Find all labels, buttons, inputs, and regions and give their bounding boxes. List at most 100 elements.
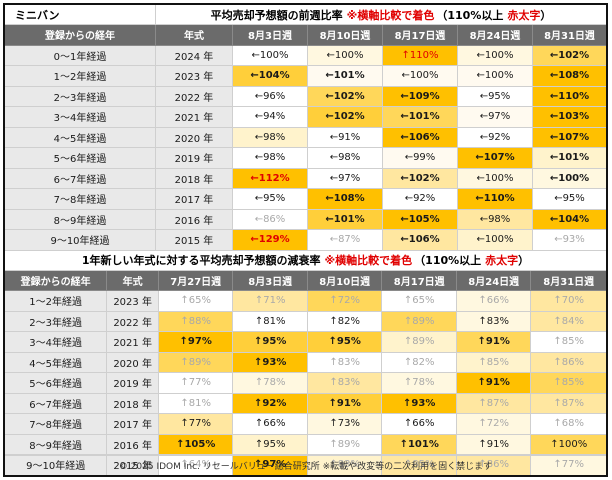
column-header: 8月3日週 <box>233 270 308 291</box>
ratio-cell: ↑82% <box>382 352 457 373</box>
model-year-label: 2018 年 <box>156 168 233 189</box>
model-year-label: 2019 年 <box>107 373 159 394</box>
ratio-cell: ←106% <box>383 127 458 148</box>
model-year-label: 2022 年 <box>107 311 159 332</box>
age-label: 1～2年経過 <box>5 66 156 87</box>
ratio-cell: ↑68% <box>531 414 606 435</box>
report-frame: ミニバン 平均売却予想額の前週比率 ※横軸比較で着色 （110%以上 赤太字 ）… <box>3 3 608 477</box>
section1-note2: （110%以上 <box>436 8 504 22</box>
ratio-cell: ←95% <box>533 189 606 210</box>
ratio-cell: ↑97% <box>233 455 308 475</box>
ratio-cell: ←92% <box>383 189 458 210</box>
ratio-cell: ↑105% <box>158 434 234 455</box>
section1-title-row: ミニバン 平均売却予想額の前週比率 ※横軸比較で着色 （110%以上 赤太字 ） <box>5 5 606 25</box>
ratio-cell: ↑86% <box>456 455 532 475</box>
ratio-cell: ←110% <box>458 189 533 210</box>
ratio-cell: ↑91% <box>456 434 532 455</box>
ratio-cell: ↑91% <box>307 393 383 414</box>
ratio-cell: ←99% <box>383 148 458 169</box>
table-row: 7～8年経過 2017 年 ↑77% ↑66% ↑73% ↑66% ↑72% ↑68% <box>5 414 606 435</box>
table-row: 8～9年経過 2016 年 ←86% ←101% ←105% ←98% ←104% <box>5 209 606 230</box>
ratio-cell: ↑89% <box>382 311 457 332</box>
ratio-cell: ←107% <box>458 148 533 169</box>
ratio-cell: ←104% <box>233 66 308 87</box>
ratio-cell: ←100% <box>308 45 383 66</box>
column-header: 年式 <box>107 270 159 291</box>
model-year-label: 2018 年 <box>107 393 159 414</box>
section2-note4: ） <box>518 254 530 267</box>
ratio-cell: ↑70% <box>531 291 606 312</box>
table-row: 2～3年経過 2022 年 ←96% ←102% ←109% ←95% ←110% <box>5 86 606 107</box>
column-header: 8月3日週 <box>233 25 308 46</box>
ratio-cell: ←102% <box>308 86 383 107</box>
ratio-cell: ←100% <box>233 45 308 66</box>
age-label: 2～3年経過 <box>5 311 108 332</box>
ratio-cell: ↑78% <box>382 373 457 394</box>
ratio-cell: ←96% <box>233 86 308 107</box>
ratio-cell: ←112% <box>233 168 308 189</box>
section2-note: ※横軸比較で着色 <box>324 254 413 267</box>
section2-title: 1年新しい年式に対する平均売却予想額の減衰率 ※横軸比較で着色 （110%以上 … <box>5 251 606 270</box>
ratio-cell: ←104% <box>533 209 606 230</box>
ratio-cell: ↑66% <box>456 291 532 312</box>
ratio-cell: ↑93% <box>382 393 457 414</box>
ratio-cell: ↑86% <box>531 352 606 373</box>
ratio-cell: ↑77% <box>158 373 234 394</box>
ratio-cell: ←94% <box>233 107 308 128</box>
section1-note3: 赤太字 <box>507 8 541 22</box>
ratio-cell: ←98% <box>458 209 533 230</box>
ratio-cell: ←97% <box>308 168 383 189</box>
ratio-cell: ↑72% <box>307 291 383 312</box>
ratio-cell: ↑83% <box>456 311 532 332</box>
ratio-cell: ←91% <box>308 127 383 148</box>
column-header: 登録からの経年 <box>5 270 108 291</box>
age-label: 3～4年経過 <box>5 107 156 128</box>
age-label: 4～5年経過 <box>5 352 108 373</box>
ratio-cell: ←109% <box>383 86 458 107</box>
age-label: 1～2年経過 <box>5 291 108 312</box>
column-header: 8月24日週 <box>458 25 533 46</box>
age-label: 3～4年経過 <box>5 332 108 353</box>
age-label: 0～1年経過 <box>5 45 156 66</box>
table-row: 8～9年経過 2016 年 ↑105% ↑95% ↑89% ↑101% ↑91% ↑100% <box>5 434 606 455</box>
table-row: 3～4年経過 2021 年 ↑97% ↑95% ↑95% ↑89% ↑91% ↑85% <box>5 332 606 353</box>
ratio-cell: ←87% <box>308 230 383 251</box>
age-label: 8～9年経過 <box>5 434 108 455</box>
column-header: 8月31日週 <box>533 25 606 46</box>
ratio-cell: ↑85% <box>531 332 606 353</box>
ratio-cell: ↑66% <box>233 414 308 435</box>
ratio-cell: ←93% <box>533 230 606 251</box>
column-header: 登録からの経年 <box>5 25 156 46</box>
ratio-cell: ←129% <box>233 230 308 251</box>
table-row: 2～3年経過 2022 年 ↑88% ↑81% ↑82% ↑89% ↑83% ↑84% <box>5 311 606 332</box>
ratio-cell: ←107% <box>533 127 606 148</box>
ratio-cell: ↑77% <box>158 414 234 435</box>
model-year-label: 2016 年 <box>156 209 233 230</box>
ratio-cell: ←86% <box>233 209 308 230</box>
ratio-cell: ↑89% <box>158 352 234 373</box>
ratio-cell: ←102% <box>533 45 606 66</box>
ratio-cell: ↑85% <box>382 455 457 475</box>
ratio-cell: ↑92% <box>233 393 308 414</box>
ratio-cell: ←102% <box>308 107 383 128</box>
age-label: 9～10年経過 <box>5 455 108 475</box>
ratio-cell: ↑83% <box>307 455 383 475</box>
ratio-cell: ←101% <box>383 107 458 128</box>
ratio-cell: ←108% <box>533 66 606 87</box>
ratio-cell: ←98% <box>233 148 308 169</box>
ratio-cell: ↑65% <box>382 291 457 312</box>
age-label: 4～5年経過 <box>5 127 156 148</box>
table-row: 4～5年経過 2020 年 ↑89% ↑93% ↑83% ↑82% ↑85% ↑86% <box>5 352 606 373</box>
ratio-cell: ←100% <box>458 45 533 66</box>
ratio-cell: ↑73% <box>307 414 383 435</box>
column-header: 8月24日週 <box>456 270 532 291</box>
section1-header-row: 登録からの経年 年式 8月3日週 8月10日週 8月17日週 8月24日週 8月31日週 <box>5 25 606 46</box>
age-label: 7～8年経過 <box>5 414 108 435</box>
category-label: ミニバン <box>5 5 156 24</box>
model-year-label: 2015 年 <box>107 455 159 475</box>
table-row: 5～6年経過 2019 年 ←98% ←98% ←99% ←107% ←101% <box>5 148 606 169</box>
ratio-cell: ↑101% <box>382 434 457 455</box>
age-label: 6～7年経過 <box>5 393 108 414</box>
age-label: 8～9年経過 <box>5 209 156 230</box>
ratio-cell: ↑81% <box>158 393 234 414</box>
